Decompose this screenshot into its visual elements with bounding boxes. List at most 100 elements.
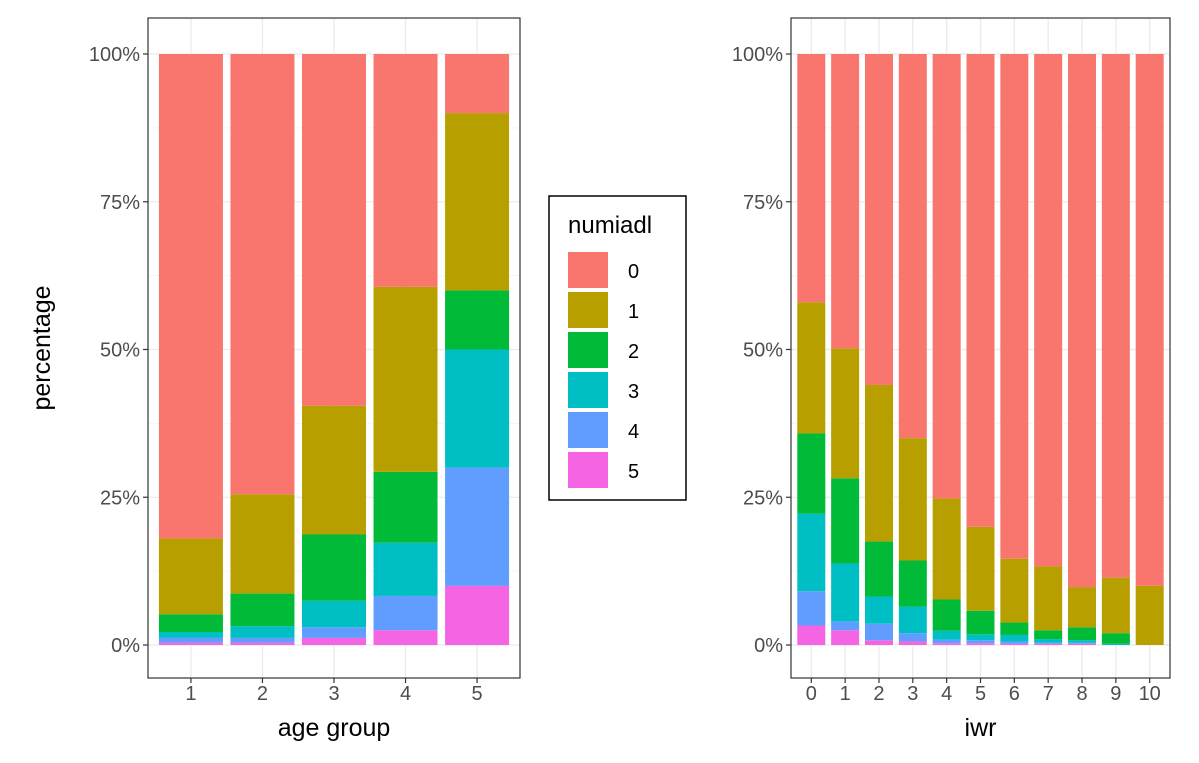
age-group-bar-4-numiadl-0: [373, 54, 438, 287]
iwr-bar-3-numiadl-5: [898, 641, 927, 645]
iwr-bar-8-numiadl-5: [1068, 643, 1097, 645]
age-group-bar-3-numiadl-2: [302, 534, 366, 601]
iwr-bar-0-numiadl-1: [797, 302, 826, 434]
iwr-bar-5-numiadl-1: [966, 526, 995, 611]
age-group-bar-1-numiadl-1: [158, 538, 223, 615]
iwr-bar-3-numiadl-0: [898, 54, 927, 439]
iwr-bar-7-numiadl-0: [1034, 54, 1063, 567]
age-group-bar-2-numiadl-5: [230, 642, 295, 645]
iwr-bar-5-numiadl-5: [966, 643, 995, 645]
iwr-x-tick-label: 2: [873, 683, 884, 705]
iwr-bar-8-numiadl-1: [1068, 587, 1097, 628]
age-group-x-tick-label: 4: [400, 683, 411, 705]
iwr-bar-7-numiadl-2: [1034, 630, 1063, 640]
age-group-bar-4-numiadl-2: [373, 471, 438, 543]
iwr-chart: 0% 25% 50% 75% 100% 0 1 2 3 4 5 6 7 8 9 10 iwr: [732, 17, 1171, 742]
iwr-y-tick-label: 0%: [754, 635, 783, 657]
iwr-bar-4-numiadl-3: [932, 630, 961, 640]
iwr-bar-3-numiadl-2: [898, 560, 927, 607]
iwr-bar-6-numiadl-3: [1000, 634, 1029, 642]
legend-label-0: 0: [628, 261, 639, 283]
iwr-bar-0-numiadl-4: [797, 591, 826, 626]
right-x-axis: 0 1 2 3 4 5 6 7 8 9 10: [806, 678, 1161, 705]
age-group-x-tick-label: 1: [185, 683, 196, 705]
legend-label-1: 1: [628, 301, 639, 323]
age-group-x-tick-label: 5: [472, 683, 483, 705]
iwr-bar-2-numiadl-0: [864, 54, 893, 385]
left-y-axis: 0% 25% 50% 75% 100%: [89, 44, 148, 657]
legend-swatch-1: [568, 292, 608, 328]
iwr-bar-6-numiadl-2: [1000, 622, 1029, 635]
age-group-bar-1-numiadl-4: [158, 637, 223, 643]
iwr-bar-10-numiadl-1: [1135, 585, 1164, 645]
iwr-bar-7-numiadl-5: [1034, 643, 1063, 645]
age-group-bar-4-numiadl-4: [373, 595, 438, 631]
legend-label-3: 3: [628, 381, 639, 403]
iwr-x-tick-label: 6: [1009, 683, 1020, 705]
age-group-bar-1-numiadl-3: [158, 631, 223, 638]
iwr-bar-5-numiadl-2: [966, 610, 995, 635]
iwr-bar-7-numiadl-1: [1034, 566, 1063, 631]
legend-label-4: 4: [628, 421, 639, 443]
iwr-x-tick-label: 8: [1076, 683, 1087, 705]
iwr-bar-7-numiadl-4: [1034, 642, 1063, 644]
age-group-bar-3-numiadl-0: [302, 54, 366, 406]
age-group-y-tick-label: 0%: [111, 635, 140, 657]
iwr-bar-5-numiadl-3: [966, 634, 995, 641]
age-group-bar-2-numiadl-1: [230, 494, 295, 594]
age-group-bar-5-numiadl-3: [445, 349, 510, 468]
iwr-bar-2-numiadl-2: [864, 541, 893, 597]
iwr-bar-4-numiadl-4: [932, 639, 961, 644]
iwr-bar-2-numiadl-3: [864, 596, 893, 624]
iwr-y-tick-label: 100%: [732, 44, 783, 66]
iwr-bar-1-numiadl-4: [831, 621, 860, 631]
iwr-bar-0-numiadl-2: [797, 433, 826, 514]
age-group-bar-4-numiadl-1: [373, 286, 438, 472]
age-group-bar-5-numiadl-4: [445, 467, 510, 586]
age-group-y-tick-label: 75%: [100, 192, 140, 214]
right-bars: [797, 54, 1164, 645]
iwr-bar-8-numiadl-2: [1068, 627, 1097, 641]
iwr-bar-2-numiadl-4: [864, 623, 893, 641]
iwr-x-tick-label: 3: [907, 683, 918, 705]
age-group-bar-4-numiadl-5: [373, 630, 438, 645]
age-group-y-tick-label: 25%: [100, 487, 140, 509]
age-group-bar-5-numiadl-1: [445, 113, 510, 291]
left-x-axis: 1 2 3 4 5: [185, 678, 483, 705]
legend-swatch-0: [568, 252, 608, 288]
iwr-bar-1-numiadl-2: [831, 478, 860, 564]
iwr-y-tick-label: 50%: [743, 340, 783, 362]
legend-title: numiadl: [568, 212, 652, 239]
iwr-bar-10-numiadl-0: [1135, 54, 1164, 586]
legend-label-2: 2: [628, 341, 639, 363]
iwr-bar-3-numiadl-4: [898, 633, 927, 642]
iwr-x-tick-label: 9: [1110, 683, 1121, 705]
age-group-bar-1-numiadl-0: [158, 54, 223, 539]
age-group-bar-5-numiadl-2: [445, 290, 510, 350]
age-group-bar-2-numiadl-2: [230, 593, 295, 627]
age-group-bar-5-numiadl-0: [445, 54, 510, 114]
iwr-bar-1-numiadl-0: [831, 54, 860, 349]
age-group-bar-2-numiadl-0: [230, 54, 295, 495]
iwr-bar-4-numiadl-0: [932, 54, 961, 499]
age-group-bar-3-numiadl-1: [302, 405, 366, 535]
iwr-bar-1-numiadl-5: [831, 630, 860, 645]
age-group-y-tick-label: 100%: [89, 44, 140, 66]
iwr-bar-6-numiadl-5: [1000, 643, 1029, 645]
iwr-bar-8-numiadl-3: [1068, 640, 1097, 643]
iwr-bar-1-numiadl-3: [831, 563, 860, 622]
age-group-bar-3-numiadl-3: [302, 600, 366, 628]
legend-swatch-4: [568, 412, 608, 448]
age-group-bar-5-numiadl-5: [445, 585, 510, 645]
iwr-bar-0-numiadl-3: [797, 513, 826, 592]
iwr-bar-5-numiadl-0: [966, 54, 995, 527]
right-y-axis: 0% 25% 50% 75% 100%: [732, 44, 791, 657]
iwr-bar-9-numiadl-3: [1101, 643, 1130, 645]
iwr-bar-3-numiadl-3: [898, 606, 927, 634]
iwr-bar-6-numiadl-1: [1000, 558, 1029, 623]
age-group-bar-2-numiadl-4: [230, 637, 295, 643]
age-group-bar-2-numiadl-3: [230, 626, 295, 638]
age-group-bar-1-numiadl-2: [158, 614, 223, 632]
iwr-bar-9-numiadl-0: [1101, 54, 1130, 578]
